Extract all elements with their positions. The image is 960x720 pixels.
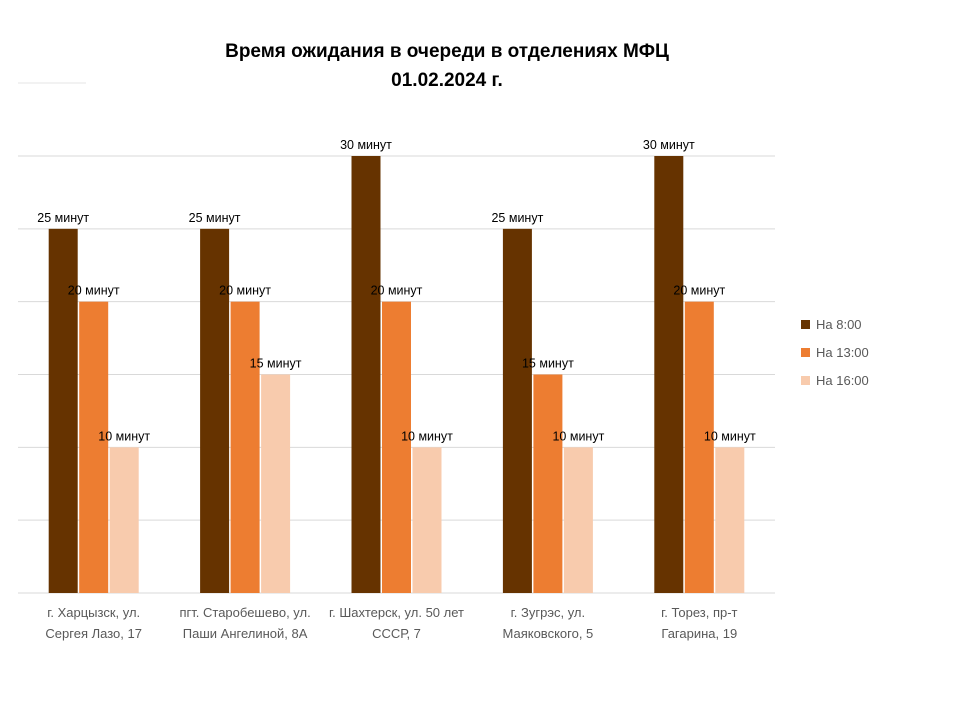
data-label: 25 минут bbox=[491, 211, 543, 225]
data-label: 10 минут bbox=[401, 429, 453, 443]
legend-swatch bbox=[801, 320, 810, 329]
bar bbox=[109, 447, 139, 593]
data-label: 20 минут bbox=[371, 284, 423, 298]
data-label: 25 минут bbox=[37, 211, 89, 225]
bar bbox=[200, 228, 230, 594]
bar bbox=[654, 156, 684, 593]
bar bbox=[684, 301, 714, 593]
legend-label: На 13:00 bbox=[816, 345, 869, 360]
data-label: 15 минут bbox=[250, 357, 302, 371]
data-label: 30 минут bbox=[340, 138, 392, 152]
legend-label: На 8:00 bbox=[816, 317, 862, 332]
legend-swatch bbox=[801, 348, 810, 357]
bar bbox=[230, 301, 260, 593]
chart-title: Время ожидания в очереди в отделениях МФ… bbox=[225, 41, 669, 62]
data-label: 20 минут bbox=[68, 284, 120, 298]
category-label: г. Зугрэс, ул. Маяковского, 5 bbox=[503, 605, 594, 641]
bar bbox=[533, 374, 563, 593]
bar bbox=[351, 156, 381, 593]
category-label: г. Харцызск, ул. Сергея Лазо, 17 bbox=[45, 605, 142, 641]
category-label: пгт. Старобешево, ул. Паши Ангелиной, 8А bbox=[179, 605, 310, 641]
legend: На 8:00 На 13:00 На 16:00 bbox=[801, 317, 869, 388]
data-label: 25 минут bbox=[189, 211, 241, 225]
legend-swatch bbox=[801, 376, 810, 385]
data-label: 30 минут bbox=[643, 138, 695, 152]
bar bbox=[412, 447, 442, 593]
bar bbox=[382, 301, 411, 593]
chart-subtitle: 01.02.2024 г. bbox=[391, 70, 503, 91]
category-labels: г. Харцызск, ул. Сергея Лазо, 17 пгт. Стар… bbox=[45, 605, 737, 641]
bar bbox=[563, 447, 593, 593]
data-label: 20 минут bbox=[673, 284, 725, 298]
data-label: 15 минут bbox=[522, 357, 574, 371]
data-label: 10 минут bbox=[552, 429, 604, 443]
data-label: 20 минут bbox=[219, 284, 271, 298]
category-label: г. Торез, пр-т Гагарина, 19 bbox=[661, 605, 737, 641]
bar bbox=[261, 374, 291, 593]
data-labels: 25 минут 20 минут 10 минут 25 минут 20 минут… bbox=[37, 138, 756, 443]
data-label: 10 минут bbox=[98, 429, 150, 443]
bar bbox=[48, 228, 78, 594]
bar bbox=[79, 301, 109, 593]
category-label: г. Шахтерск, ул. 50 лет СССР, 7 bbox=[329, 605, 464, 641]
bar bbox=[502, 228, 532, 594]
legend-label: На 16:00 bbox=[816, 373, 869, 388]
data-label: 10 минут bbox=[704, 429, 756, 443]
bars bbox=[48, 156, 745, 594]
bar bbox=[715, 447, 745, 593]
